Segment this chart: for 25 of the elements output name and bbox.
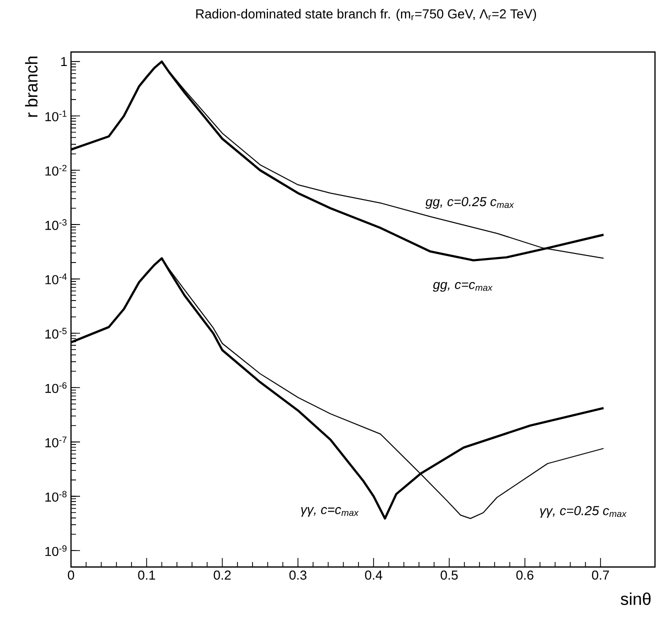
x-tick-label: 0.3 <box>289 570 306 580</box>
y-tick-label: 1 <box>61 57 67 66</box>
chart-title: Radion-dominated state branch fr. (m$_{r}$=750 GeV, Λ$_{r}$=2 TeV) <box>196 8 536 22</box>
y-tick-label: 10$^{-3}$ <box>45 219 67 230</box>
text: γγ, c=0.25 c$_{max}$ <box>540 506 627 518</box>
y-tick-label: 10$^{-2}$ <box>45 164 67 176</box>
x-tick-label: 0.7 <box>592 570 609 580</box>
x-tick-label: 0.6 <box>516 570 534 580</box>
series-label: γγ, c=c$_{max}$ <box>301 507 359 517</box>
series-label: gg, c=c$_{max}$ <box>432 282 493 292</box>
x-axis-title: sinθ <box>620 592 651 606</box>
y-tick-label: 10$^{-5}$ <box>45 328 67 339</box>
y-tick-label: 10$^{-1}$ <box>45 110 67 122</box>
x-tick-label: 0.1 <box>138 570 156 580</box>
y-tick-label: 10$^{-6}$ <box>45 382 67 394</box>
series-label: gg, c=0.25 c$_{max}$ <box>425 197 514 209</box>
y-axis-title: r branch <box>25 56 38 117</box>
x-tick-label: 0 <box>68 570 74 580</box>
y-tick-label: 10$^{-9}$ <box>45 545 67 556</box>
y-tick-label: 10$^{-8}$ <box>45 490 67 502</box>
y-tick-label: 10$^{-4}$ <box>45 274 67 284</box>
y-tick-label: 10$^{-7}$ <box>45 436 67 448</box>
x-tick-label: 0.4 <box>365 570 382 580</box>
x-tick-label: 0.2 <box>214 570 231 580</box>
x-tick-label: 0.5 <box>440 570 458 580</box>
